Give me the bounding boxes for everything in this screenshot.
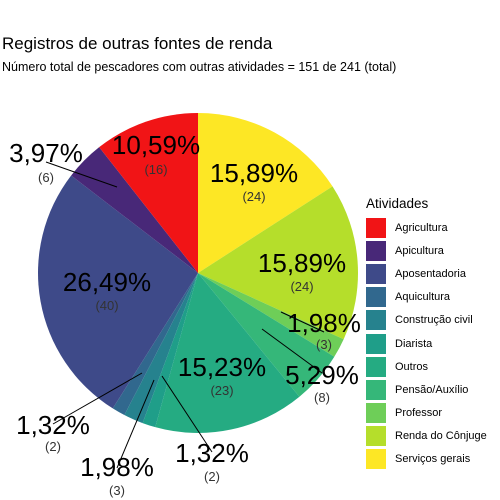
legend-item-aquicultura: Aquicultura <box>366 286 487 309</box>
percent-label-professor: 1,98% <box>287 308 361 338</box>
legend-swatch <box>366 240 386 261</box>
pie-slice-diarista <box>142 273 198 428</box>
legend-label: Agricultura <box>395 221 448 234</box>
legend-items: Agricultura Apicultura Aposentadoria Aquicu… <box>366 216 487 471</box>
leader-line-pensao-auxilio <box>261 328 323 374</box>
legend-item-pensao-auxilio: Pensão/Auxílio <box>366 378 487 401</box>
pie-slice-renda-do-conjuge <box>198 186 359 340</box>
legend-swatch <box>366 217 386 238</box>
leader-line-aquicultura <box>52 372 143 425</box>
count-label-outros: (23) <box>210 383 233 398</box>
pie-slice-aposentadoria <box>38 175 199 409</box>
pie-slice-apicultura <box>71 147 198 273</box>
label-leader-lines <box>45 161 325 469</box>
legend-swatch <box>366 263 386 284</box>
percent-label-diarista: 1,32% <box>175 438 249 468</box>
pie-slices <box>38 113 359 433</box>
leader-line-professor <box>280 311 325 333</box>
percent-label-construcao-civil: 1,98% <box>80 452 154 482</box>
count-label-aquicultura: (2) <box>45 439 61 454</box>
percent-label-renda-do-conjuge: 15,89% <box>258 248 346 278</box>
percent-label-outros: 15,23% <box>178 352 266 382</box>
percent-label-aquicultura: 1,32% <box>16 410 90 440</box>
legend-swatch <box>366 287 386 308</box>
leader-line-apicultura <box>45 161 118 188</box>
legend-title: Atividades <box>366 196 429 211</box>
percent-label-aposentadoria: 26,49% <box>63 267 151 297</box>
legend-label: Aquicultura <box>395 291 451 304</box>
count-label-aposentadoria: (40) <box>95 298 118 313</box>
legend-item-agricultura: Agricultura <box>366 216 487 239</box>
pie-slice-outros <box>155 273 300 433</box>
pie-slice-professor <box>198 273 344 357</box>
legend-swatch <box>366 426 386 447</box>
chart-subtitle: Número total de pescadores com outras at… <box>2 60 397 74</box>
chart-title: Registros de outras fontes de renda <box>2 34 273 53</box>
count-label-servicos-gerais: (24) <box>242 189 265 204</box>
legend-item-renda-do-conjuge: Renda do Cônjuge <box>366 425 487 448</box>
legend-swatch <box>366 379 386 400</box>
legend-swatch <box>366 333 386 354</box>
legend-item-apicultura: Apicultura <box>366 239 487 262</box>
legend-label: Outros <box>395 360 429 373</box>
legend-label: Construção civil <box>395 314 473 327</box>
legend-item-professor: Professor <box>366 402 487 425</box>
count-label-construcao-civil: (3) <box>109 483 125 498</box>
percent-label-servicos-gerais: 15,89% <box>210 158 298 188</box>
legend-label: Apicultura <box>395 244 444 257</box>
legend-swatch <box>366 310 386 331</box>
leader-line-diarista <box>161 375 213 453</box>
percent-label-agricultura: 10,59% <box>112 130 200 160</box>
pie-slice-agricultura <box>99 113 198 273</box>
legend-item-aposentadoria: Aposentadoria <box>366 262 487 285</box>
leader-line-construcao-civil <box>116 379 155 469</box>
count-label-apicultura: (6) <box>38 170 54 185</box>
legend-label: Diarista <box>395 337 433 350</box>
pie-slice-construcao-civil <box>124 273 198 424</box>
pie-slice-pensao-auxilio <box>198 273 335 397</box>
legend-swatch <box>366 403 386 424</box>
legend-item-servicos-gerais: Serviços gerais <box>366 448 487 471</box>
count-label-renda-do-conjuge: (24) <box>290 279 313 294</box>
legend-label: Professor <box>395 407 443 420</box>
count-label-diarista: (2) <box>204 469 220 484</box>
percent-label-pensao-auxilio: 5,29% <box>285 360 359 390</box>
legend-label: Renda do Cônjuge <box>395 430 487 443</box>
count-label-professor: (3) <box>316 337 332 352</box>
count-label-agricultura: (16) <box>144 162 167 177</box>
legend-label: Aposentadoria <box>395 267 466 280</box>
pie-slice-aquicultura <box>112 273 198 416</box>
legend-item-diarista: Diarista <box>366 332 487 355</box>
legend-swatch <box>366 449 386 470</box>
legend-swatch <box>366 356 386 377</box>
count-label-pensao-auxilio: (8) <box>314 390 330 405</box>
legend-label: Pensão/Auxílio <box>395 383 469 396</box>
legend-item-outros: Outros <box>366 355 487 378</box>
legend-item-construcao-civil: Construção civil <box>366 309 487 332</box>
legend: Atividades Agricultura Apicultura Aposenta… <box>366 196 487 471</box>
pie-slice-servicos-gerais <box>198 113 333 273</box>
legend-label: Serviços gerais <box>395 453 471 466</box>
percent-label-apicultura: 3,97% <box>9 138 83 168</box>
pie-labels: 15,89%(24)15,89%(24)1,98%(3)5,29%(8)15,2… <box>9 130 361 498</box>
